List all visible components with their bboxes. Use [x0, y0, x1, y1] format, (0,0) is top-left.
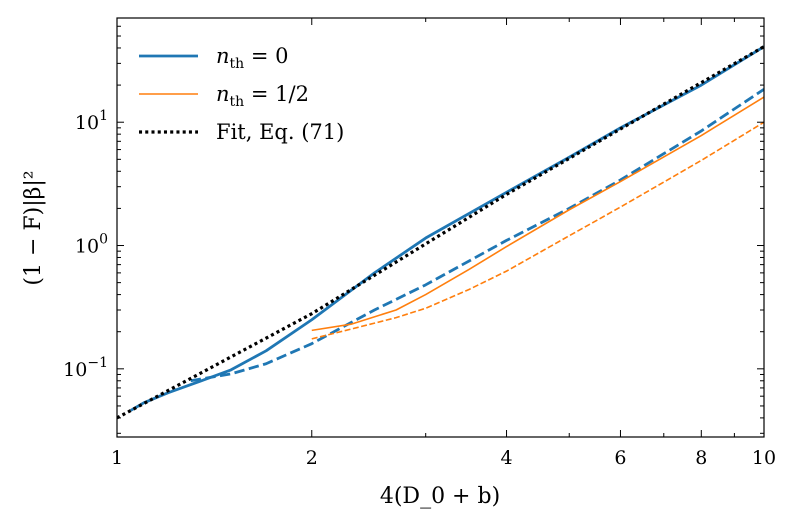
- legend: nth = 0 nth = 1/2 Fit, Eq. (71): [139, 44, 344, 144]
- y-tick-label: 10−1: [63, 355, 108, 381]
- series-layer: [117, 45, 764, 420]
- legend-label-fit: Fit, Eq. (71): [216, 120, 344, 144]
- y-tick-label: 100: [75, 232, 108, 258]
- legend-label-nth05-solid: nth = 1/2: [216, 82, 309, 110]
- x-tick-label: 8: [695, 447, 707, 469]
- y-tick-label: 101: [75, 108, 108, 134]
- x-tick-label: 1: [111, 447, 123, 469]
- plot-frame: [116, 17, 765, 438]
- series-nth05-dashed: [311, 121, 764, 340]
- y-axis-label: (1 − F)|β|²: [21, 170, 46, 285]
- x-tick-label: 10: [752, 447, 776, 469]
- x-axis-label: 4(D_0 + b): [380, 484, 500, 509]
- legend-label-nth0-solid: nth = 0: [216, 44, 289, 72]
- x-tick-label: 4: [500, 447, 512, 469]
- series-nth05-solid: [311, 96, 764, 332]
- series-nth0-dashed: [190, 88, 764, 383]
- x-tick-label: 6: [614, 447, 626, 469]
- tick-layer: 1 2 4 6 8 10 10−1 100 101: [63, 18, 776, 469]
- x-tick-label: 2: [306, 447, 318, 469]
